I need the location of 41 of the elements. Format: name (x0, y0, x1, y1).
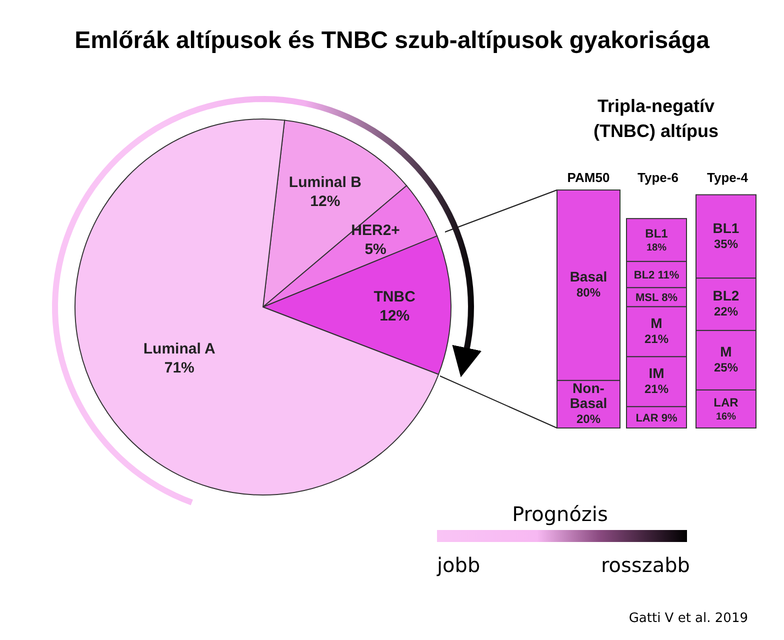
text: M (720, 344, 732, 360)
data-label: 5% (364, 240, 386, 258)
data-label: 25% (714, 360, 738, 375)
data-label: 71% (164, 360, 194, 377)
data-label: 8% (662, 292, 678, 304)
text: Prognózis (512, 502, 608, 526)
data-label: 18% (646, 242, 667, 254)
data-label: 16% (716, 411, 736, 422)
x-tick-label: Type-4 (707, 170, 749, 185)
series-label: M (650, 315, 662, 332)
data-label: 22% (714, 304, 738, 319)
text: LAR (714, 395, 738, 410)
slice-label: HER2+ (351, 222, 400, 239)
series-label: LAR (636, 412, 658, 424)
chart-title: Tripla-negatív (TNBC) altípus (594, 96, 718, 141)
x-tick-label: PAM50 (567, 170, 610, 185)
text: Gatti V et al. 2019 (628, 611, 748, 626)
data-label: 21% (644, 382, 669, 396)
text: jobb (436, 553, 480, 577)
data-label: 20% (576, 412, 601, 426)
text: BL1 (712, 220, 740, 236)
series-label: Non-Basal (570, 380, 608, 412)
slice-label: Luminal A (143, 340, 216, 358)
data-label: 35% (714, 236, 738, 251)
series-label: IM (648, 365, 664, 382)
slice-label: Luminal B (288, 174, 362, 192)
series-label: MSL (636, 292, 659, 304)
chart-title: Emlőrák altípusok és TNBC szub-altípusok gyakorisága (74, 27, 710, 54)
series-label: BL2 (634, 269, 655, 282)
data-label: 11% (658, 269, 680, 282)
series-label: Basal (570, 268, 608, 285)
text: rosszabb (600, 553, 690, 577)
series-label: BL1 (645, 226, 668, 240)
data-label: 21% (644, 332, 669, 346)
data-label: 12% (310, 193, 340, 210)
data-label: 12% (380, 308, 410, 325)
x-tick-label: Type-6 (638, 170, 678, 185)
slice-label: TNBC (374, 288, 416, 306)
text: BL2 (712, 288, 740, 304)
data-label: 9% (661, 412, 678, 424)
data-label: 80% (576, 286, 601, 300)
